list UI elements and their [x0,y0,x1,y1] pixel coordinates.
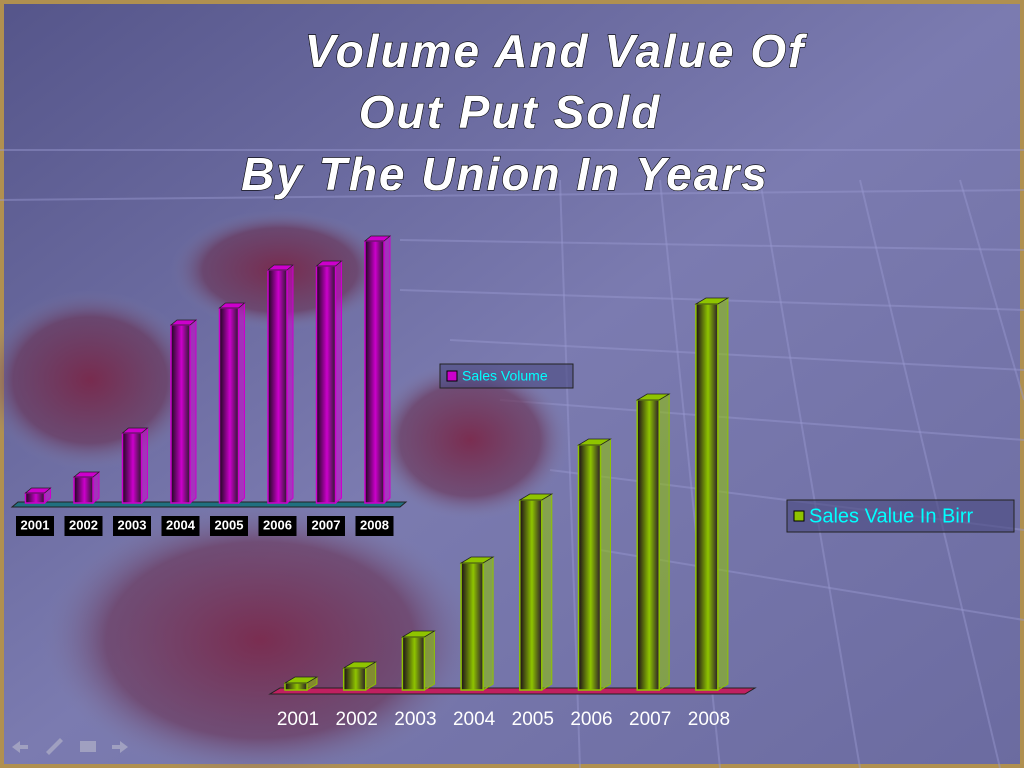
bar-top [459,556,495,564]
bar-side [383,234,391,505]
x-tick-label: 2005 [512,709,554,730]
x-label-bg [355,516,394,536]
chart-floor [10,501,408,508]
legend-box [439,363,574,389]
bar-side [482,556,494,691]
bar-side [141,426,148,505]
bar-top [577,438,612,446]
x-tick-label: 2006 [570,709,612,730]
bar-top [694,297,730,305]
bar [315,265,337,504]
bar-top [24,487,52,494]
x-tick-label: 2005 [215,517,244,532]
bar [342,667,367,691]
x-tick-label: 2001 [277,709,319,730]
x-tick-label: 2006 [263,517,292,532]
bar-side [423,630,435,691]
nav-forward[interactable] [112,741,128,753]
x-tick-label: 2008 [360,517,389,532]
chart-floor [268,687,757,695]
bar-top [363,235,392,242]
bar [267,269,288,504]
legend-box [786,499,1015,533]
nav-pen[interactable] [46,738,63,755]
bar-top [72,471,101,478]
bar-top [218,302,246,309]
x-tick-label: 2007 [629,709,671,730]
legend-label: Sales Volume [462,368,548,384]
x-tick-label: 2002 [69,517,98,532]
nav-menu[interactable] [80,741,96,752]
bar [218,307,240,504]
x-tick-label: 2003 [394,709,436,730]
x-label-bg [64,516,103,536]
bar [460,562,484,691]
bar [284,682,308,691]
title-line: Volume And Value Of [305,25,808,77]
x-label-bg [210,516,248,536]
bar-side [189,318,197,505]
bar-side [600,438,611,691]
bar [121,432,143,504]
bar-top [518,493,554,501]
bar-top [266,264,295,271]
x-label-bg [161,516,200,536]
x-label-bg [16,516,54,536]
x-label-bg [258,516,297,536]
nav-icons [12,738,128,755]
bar-top [315,260,343,267]
bar [401,636,426,691]
bar-side [541,493,553,691]
legend-swatch [446,370,458,382]
bar-side [717,297,729,691]
title-line: By The Union In Years [241,148,769,200]
bar [695,303,719,691]
bar-side [286,263,294,505]
bar [577,444,602,691]
bar [519,499,543,691]
bar [364,240,385,504]
x-tick-label: 2004 [453,709,496,730]
x-tick-label: 2002 [336,709,378,730]
bar-top [121,427,149,434]
legend-swatch [793,510,805,522]
nav-back[interactable] [12,741,28,753]
bar-top [400,630,436,638]
bar-top [635,393,671,401]
x-tick-label: 2001 [21,517,50,532]
x-tick-label: 2008 [688,709,730,730]
bar-side [335,259,342,505]
x-label-bg [113,516,151,536]
bar [24,492,46,504]
bar-top [283,676,319,684]
bar [170,324,191,504]
bar-top [342,661,378,669]
x-label-bg [307,516,345,536]
title-line: Out Put Sold [359,86,662,138]
bar [636,399,660,691]
x-tick-label: 2007 [312,517,341,532]
bar [73,476,94,504]
x-tick-label: 2003 [118,517,147,532]
bar-top [169,319,198,326]
bar-side [658,393,670,691]
x-tick-label: 2004 [166,517,196,532]
bar-side [238,301,245,505]
legend-label: Sales Value In Birr [809,505,973,527]
